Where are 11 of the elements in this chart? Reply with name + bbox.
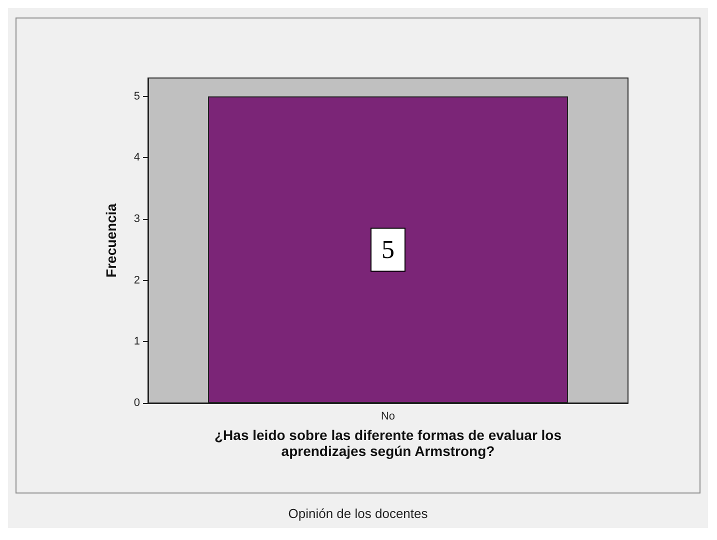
data-label: 5 — [382, 235, 394, 264]
x-axis-title: ¿Has leido sobre las diferente formas de evaluar los aprendizajes según Armstrong? — [214, 426, 562, 459]
x-tick-label: No — [380, 410, 396, 422]
y-tick-label: 5 — [134, 90, 140, 102]
text: Opinión de los docentes — [288, 506, 428, 521]
y-tick-label: 4 — [134, 152, 140, 164]
y-axis-title: Frecuencia — [103, 203, 119, 278]
y-tick-label: 2 — [134, 274, 140, 286]
y-tick-label: 0 — [134, 397, 140, 409]
y-tick-label: 1 — [134, 336, 140, 348]
y-tick-label: 3 — [134, 213, 140, 226]
